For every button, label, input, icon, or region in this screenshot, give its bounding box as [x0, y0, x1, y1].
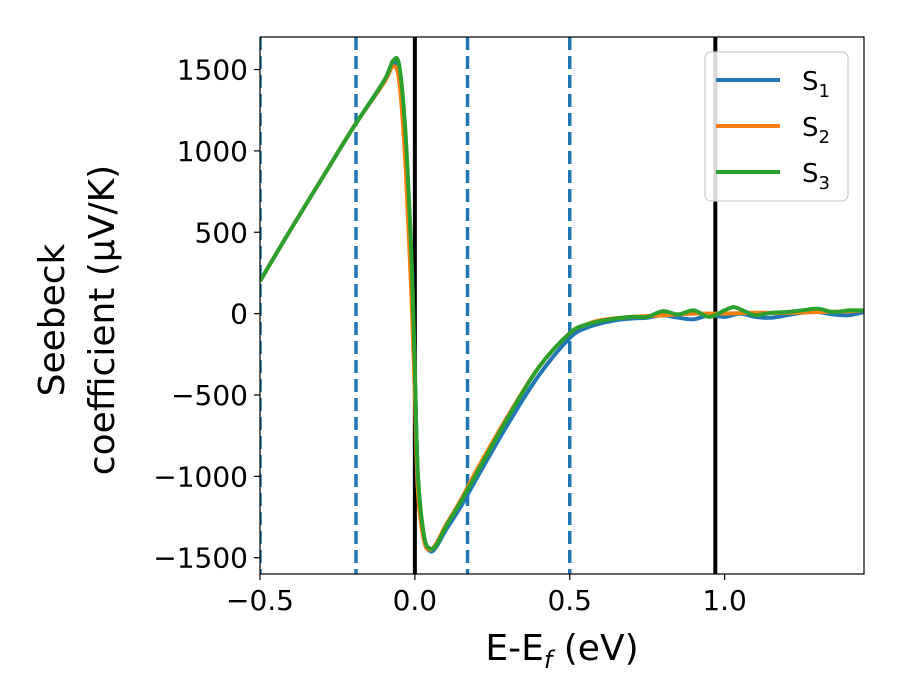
x-tick-label: 0.0	[393, 584, 438, 617]
series-line-s3	[260, 55, 864, 552]
x-axis-label: E-Ef (eV)	[485, 628, 638, 674]
y-tick-label: 1000	[177, 135, 248, 168]
y-axis-label-line2: coefficient (μV/K)	[82, 165, 123, 475]
y-tick-label: 0	[230, 298, 248, 331]
y-tick-label: −1500	[153, 542, 248, 575]
legend: S1 S2 S3	[704, 51, 849, 202]
y-tick-label: −1000	[153, 460, 248, 493]
legend-label-s3: S3	[802, 159, 830, 194]
legend-label-s2: S2	[802, 113, 830, 148]
y-tick-label: 1500	[177, 54, 248, 87]
x-tick-label: 0.5	[547, 584, 592, 617]
axes: −0.5 0.0 0.5 1.0 −1500 −1000 −500 0 500 1000 1500	[153, 36, 865, 617]
x-tick-label: −0.5	[226, 584, 294, 617]
x-tick-label: 1.0	[702, 584, 747, 617]
legend-label-s1: S1	[802, 67, 830, 102]
plot-frame	[259, 36, 865, 575]
y-axis-label-line1: Seebeck	[32, 243, 73, 396]
y-tick-label: 500	[195, 216, 248, 249]
y-tick-label: −500	[171, 379, 248, 412]
y-axis-label: Seebeck coefficient (μV/K)	[32, 165, 123, 475]
